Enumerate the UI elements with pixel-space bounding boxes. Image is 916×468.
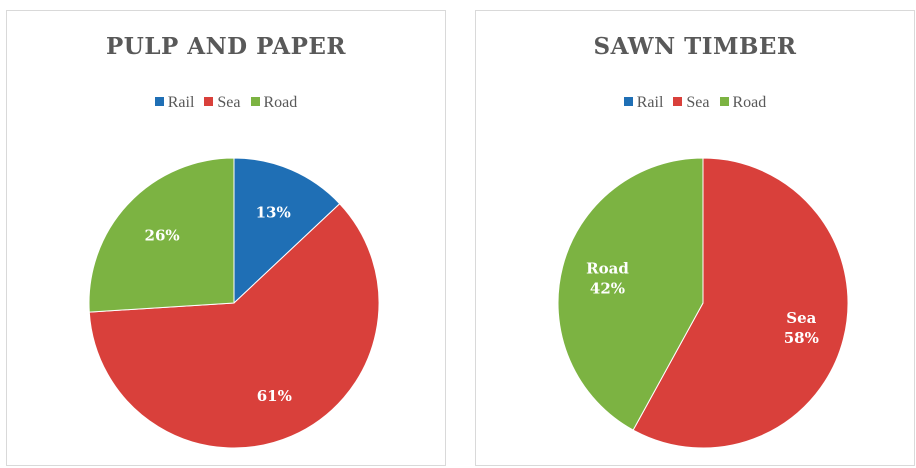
data-label-value: 42% [590, 279, 625, 297]
chart-title: SAWN TIMBER [593, 33, 797, 60]
data-label-road: Road 42% [586, 259, 629, 297]
legend-item-road: Road [719, 94, 767, 112]
chart-legend: Rail Sea Road [476, 94, 914, 112]
legend-item-sea: Sea [204, 94, 241, 112]
data-label-road: 26% [145, 227, 180, 245]
legend-swatch-sea [673, 97, 683, 106]
legend-item-sea: Sea [673, 94, 710, 112]
data-label-sea: Sea 58% [784, 309, 819, 347]
pie-slice-sea [88, 203, 380, 449]
legend-label-road: Road [732, 94, 767, 111]
legend-label-sea: Sea [217, 94, 241, 111]
data-label-value: 61% [257, 387, 292, 405]
legend-label-sea: Sea [686, 94, 710, 111]
legend-label-road: Road [263, 94, 298, 111]
legend-item-rail: Rail [623, 94, 664, 112]
pie-slice-sea [632, 157, 849, 449]
legend-item-rail: Rail [154, 94, 195, 112]
pie-slice-road [557, 157, 704, 431]
pie-chart-sawn-timber: SAWN TIMBER Rail Sea Road Rail0%Sea58%Ro… [475, 10, 915, 466]
legend-swatch-sea [204, 97, 214, 106]
legend-swatch-road [719, 97, 729, 106]
legend-swatch-rail [623, 97, 633, 106]
data-label-value: 26% [145, 227, 180, 245]
data-label-sea: 61% [257, 387, 292, 405]
chart-legend: Rail Sea Road [7, 94, 445, 112]
pie-slice-rail [233, 157, 341, 305]
data-label-value: 13% [256, 204, 291, 222]
pie-chart-pulp-and-paper: PULP AND PAPER Rail Sea Road 13% 61% 26% [6, 10, 446, 466]
legend-label-rail: Rail [167, 94, 195, 111]
pie-slice-road [88, 157, 235, 313]
chart-title: PULP AND PAPER [105, 33, 347, 60]
pie-plot: 13% 61% 26% [88, 157, 380, 449]
data-label-name: Road [586, 259, 629, 277]
legend-label-rail: Rail [636, 94, 664, 111]
data-label-value: 58% [784, 329, 819, 347]
data-label-rail: 13% [256, 204, 291, 222]
legend-swatch-rail [154, 97, 164, 106]
data-label-name: Sea [786, 309, 816, 327]
legend-swatch-road [250, 97, 260, 106]
legend-item-road: Road [250, 94, 298, 112]
